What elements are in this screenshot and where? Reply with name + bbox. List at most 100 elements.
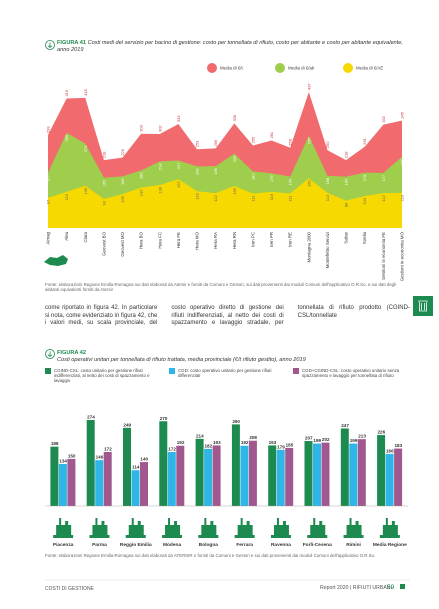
value-label: 214 <box>196 433 204 438</box>
footer-page: 59 <box>387 584 395 591</box>
value-label: 249 <box>123 422 131 427</box>
bar <box>123 427 131 506</box>
value-label: 168 <box>325 177 330 184</box>
x-tick-label: Bologna <box>199 542 219 548</box>
value-label: 247 <box>341 423 349 428</box>
value-label: 111 <box>250 195 255 202</box>
legend-label: Media di €/ab <box>288 66 315 71</box>
value-label: 135 <box>232 187 237 194</box>
bar <box>385 453 394 506</box>
value-label: 112 <box>381 194 386 201</box>
value-label: 193 <box>213 440 221 445</box>
x-tick-label: Media Regione <box>373 542 407 548</box>
body-text: come riportato in figura 42. In particol… <box>45 305 410 327</box>
value-label: 207 <box>305 436 313 441</box>
value-label: 199 <box>350 438 358 443</box>
x-tick-label: Montefeltro Servizi <box>325 232 330 268</box>
value-label: 114 <box>132 465 140 470</box>
value-label: 97 <box>46 199 51 204</box>
bar <box>377 435 386 506</box>
bar <box>50 446 59 506</box>
bar <box>131 470 140 506</box>
value-label: 130 <box>139 189 144 196</box>
bar <box>95 460 104 506</box>
value-label: 199 <box>213 167 218 174</box>
bar <box>285 447 294 506</box>
value-label: 226 <box>378 430 386 435</box>
value-label: 302 <box>157 125 162 132</box>
figure-number: FIGURA 41 <box>57 40 87 46</box>
x-tick-label: Piacenza <box>53 542 74 548</box>
bar <box>240 445 249 506</box>
x-tick-label: Iren PC <box>250 232 255 247</box>
value-label: 182 <box>250 173 255 180</box>
value-label: 229 <box>400 158 405 165</box>
value-label: 437 <box>306 83 311 90</box>
province-icon <box>234 518 255 538</box>
bar <box>268 445 277 506</box>
value-label: 303 <box>139 124 144 131</box>
value-label: 260 <box>232 419 240 424</box>
x-tick-label: Iren PR <box>269 232 274 247</box>
bar <box>167 452 176 506</box>
figure-source: Fonte: elaborazioni Regione Emilia-Romag… <box>45 282 397 293</box>
value-label: 208 <box>249 435 257 440</box>
legend-label: CGD: costo operativo unitario per gestio… <box>178 367 272 378</box>
value-label: 179 <box>277 444 285 449</box>
value-label: 253 <box>195 140 200 147</box>
value-label: 177 <box>381 174 386 181</box>
legend-icon <box>343 63 353 73</box>
value-label: 177 <box>46 174 51 181</box>
x-tick-label: Geovest MO <box>120 231 125 256</box>
value-label: 239 <box>232 155 237 162</box>
figure-icon <box>45 349 55 359</box>
value-label: 178 <box>362 174 367 181</box>
bar <box>248 440 257 506</box>
value-label: 192 <box>177 440 185 445</box>
figure-icon-arrow <box>47 351 53 358</box>
bar <box>204 448 213 506</box>
value-label: 165 <box>288 178 293 185</box>
x-tick-label: Modena <box>163 542 181 548</box>
legend-icon <box>207 63 217 73</box>
bar <box>321 442 330 506</box>
bar <box>304 441 313 506</box>
value-label: 217 <box>176 162 181 169</box>
legend-label: CGIND-CSL: costo unitario per gestione r… <box>54 367 150 383</box>
value-label: 261 <box>362 137 367 144</box>
value-label: 166 <box>386 448 394 453</box>
value-label: 213 <box>358 434 366 439</box>
value-label: 226 <box>120 148 125 155</box>
x-tick-label: Rimini <box>346 542 361 548</box>
value-label: 113 <box>400 194 405 201</box>
value-label: 189 <box>51 441 59 446</box>
value-label: 112 <box>213 194 218 201</box>
x-tick-label: Hera MO <box>195 231 200 249</box>
value-label: 150 <box>68 453 76 458</box>
bar <box>103 452 112 506</box>
bar <box>212 445 221 506</box>
bar <box>231 424 240 506</box>
province-icon <box>343 518 364 538</box>
value-label: 271 <box>83 145 88 152</box>
figure-icon-arrow <box>47 42 53 49</box>
value-label: 172 <box>168 447 176 452</box>
value-label: 93 <box>101 200 106 205</box>
value-label: 166 <box>120 178 125 185</box>
value-label: 250 <box>325 141 330 148</box>
value-label: 111 <box>288 195 293 202</box>
figure-source: Fonte: elaborazioni Regione Emilia-Romag… <box>45 553 376 558</box>
x-tick-label: Hera RN <box>232 232 237 249</box>
province-icon <box>125 518 146 538</box>
footer-report: Report 2020 | RIFIUTI URBANI <box>320 585 392 591</box>
figure-number: FIGURA 42 <box>57 350 87 356</box>
value-label: 113 <box>325 194 330 201</box>
value-label: 193 <box>269 440 277 445</box>
bar <box>67 458 76 506</box>
region-map-icon <box>44 255 68 266</box>
value-label: 306 <box>64 134 69 141</box>
figure-title: Costi medi del servizio per bacino di ge… <box>57 40 403 53</box>
value-label: 146 <box>96 455 104 460</box>
